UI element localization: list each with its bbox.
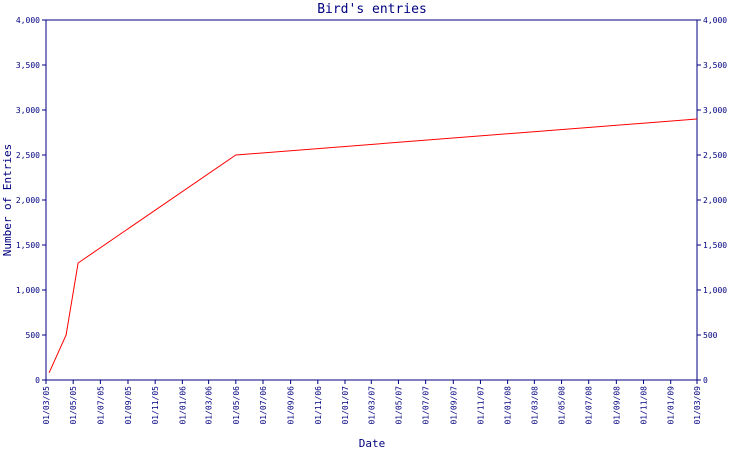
y-tick-label-left: 3,000 [16, 106, 40, 115]
x-tick-label: 01/11/08 [640, 386, 649, 425]
y-tick-label-right: 1,000 [703, 286, 727, 295]
x-tick-label: 01/03/05 [42, 386, 51, 425]
y-tick-label-left: 500 [26, 331, 41, 340]
y-tick-label-left: 3,500 [16, 61, 40, 70]
y-tick-label-left: 4,000 [16, 16, 40, 25]
y-tick-label-right: 0 [703, 376, 708, 385]
y-tick-label-right: 1,500 [703, 241, 727, 250]
y-axis-label: Number of Entries [1, 144, 14, 257]
x-tick-label: 01/03/08 [530, 386, 539, 425]
x-tick-label: 01/05/05 [69, 386, 78, 425]
y-axis-left: 0 500 1,000 1,500 2,000 2,500 3,000 3,500 4,000 [16, 16, 46, 385]
y-tick-label-left: 0 [35, 376, 40, 385]
y-tick-label-right: 500 [703, 331, 718, 340]
x-tick-label: 01/01/09 [667, 386, 676, 425]
plot-area-frame [45, 19, 698, 381]
x-tick-label: 01/05/07 [394, 386, 403, 425]
series-group [48, 118, 698, 374]
x-tick-label: 01/07/07 [422, 386, 431, 425]
x-tick-label: 01/11/07 [476, 386, 485, 425]
x-tick-label: 01/03/09 [693, 386, 702, 425]
x-tick-label: 01/09/08 [612, 386, 621, 425]
y-tick-label-right: 2,500 [703, 151, 727, 160]
x-tick-label: 01/07/05 [96, 386, 105, 425]
x-tick-label: 01/07/06 [259, 386, 268, 425]
y-tick-label-right: 3,000 [703, 106, 727, 115]
x-tick-label: 01/01/08 [504, 386, 513, 425]
x-tick-label: 01/09/07 [449, 386, 458, 425]
series-line [48, 118, 698, 374]
y-tick-label-right: 3,500 [703, 61, 727, 70]
chart-title: Bird's entries [317, 2, 427, 17]
x-axis: 01/03/05 01/05/05 01/07/05 01/09/05 01/11/05… [42, 380, 702, 425]
y-tick-label-left: 1,500 [16, 241, 40, 250]
x-tick-label: 01/11/06 [314, 386, 323, 425]
y-tick-label-left: 2,500 [16, 151, 40, 160]
x-tick-label: 01/11/05 [151, 386, 160, 425]
y-tick-label-left: 1,000 [16, 286, 40, 295]
x-tick-label: 01/05/08 [558, 386, 567, 425]
x-tick-label: 01/09/05 [124, 386, 133, 425]
x-axis-label: Date [359, 437, 386, 450]
x-tick-label: 01/03/07 [367, 386, 376, 425]
x-tick-label: 01/01/07 [341, 386, 350, 425]
x-tick-label: 01/07/08 [585, 386, 594, 425]
x-tick-label: 01/09/06 [287, 386, 296, 425]
y-tick-label-right: 4,000 [703, 16, 727, 25]
y-axis-right: 0 500 1,000 1,500 2,000 2,500 3,000 3,500 4,000 [697, 16, 727, 385]
y-tick-label-left: 2,000 [16, 196, 40, 205]
x-tick-label: 01/03/06 [205, 386, 214, 425]
x-tick-label: 01/01/06 [178, 386, 187, 425]
y-tick-label-right: 2,000 [703, 196, 727, 205]
x-tick-label: 01/05/06 [232, 386, 241, 425]
